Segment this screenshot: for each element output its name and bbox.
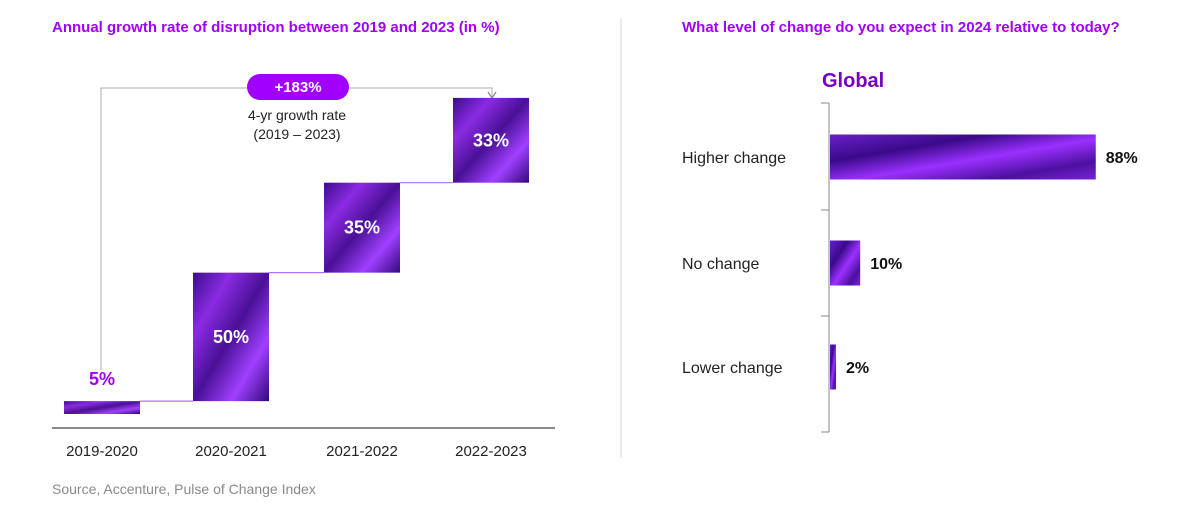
bar-value-label: 5% <box>89 369 115 389</box>
hbar <box>830 240 861 286</box>
growth-badge-text: +183% <box>274 79 321 96</box>
right-chart-subtitle: Global <box>822 70 884 92</box>
right-chart-title: What level of change do you expect in 20… <box>682 19 1120 36</box>
source-note: Source, Accenture, Pulse of Change Index <box>52 481 316 497</box>
hbar <box>830 134 1096 180</box>
left-chart-title: Annual growth rate of disruption between… <box>52 19 500 36</box>
x-tick-label: 2019-2020 <box>66 443 138 460</box>
waterfall-bar <box>324 182 400 273</box>
waterfall-bar <box>64 401 140 414</box>
waterfall-bar <box>193 272 269 402</box>
bar-value-label: 33% <box>473 130 509 150</box>
waterfall-bar <box>453 97 529 183</box>
growth-note-line2: (2019 – 2023) <box>253 126 340 142</box>
hbar-value-label: 88% <box>1106 150 1138 167</box>
hbar <box>830 344 837 390</box>
hbar-value-label: 2% <box>846 360 869 377</box>
x-tick-label: 2021-2022 <box>326 443 398 460</box>
category-label: Lower change <box>682 360 783 377</box>
hbar-value-label: 10% <box>870 256 902 273</box>
x-tick-label: 2020-2021 <box>195 443 267 460</box>
category-label: No change <box>682 256 759 273</box>
bar-value-label: 35% <box>344 218 380 238</box>
growth-note-line1: 4-yr growth rate <box>248 107 346 123</box>
growth-badge <box>247 74 349 100</box>
category-label: Higher change <box>682 150 786 167</box>
bar-value-label: 50% <box>213 327 249 347</box>
x-tick-label: 2022-2023 <box>455 443 527 460</box>
